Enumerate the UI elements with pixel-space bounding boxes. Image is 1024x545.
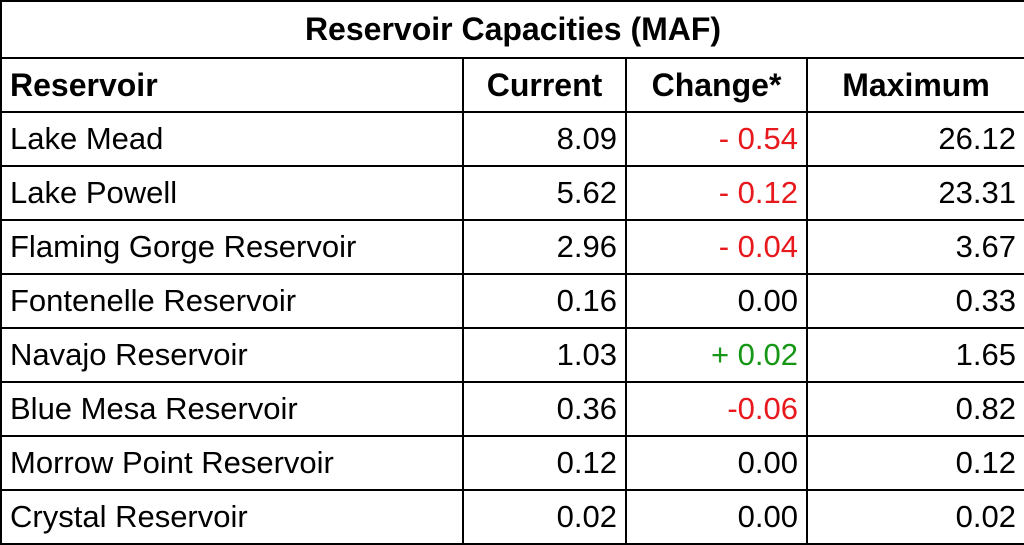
- reservoir-name: Lake Mead: [0, 111, 464, 167]
- change-value: - 0.04: [625, 219, 808, 275]
- change-value: - 0.12: [625, 165, 808, 221]
- current-value: 0.36: [462, 381, 627, 437]
- current-value: 2.96: [462, 219, 627, 275]
- reservoir-name: Navajo Reservoir: [0, 327, 464, 383]
- current-value: 8.09: [462, 111, 627, 167]
- header-change: Change*: [625, 57, 808, 113]
- change-value: 0.00: [625, 489, 808, 545]
- reservoir-name: Crystal Reservoir: [0, 489, 464, 545]
- header-maximum: Maximum: [806, 57, 1024, 113]
- header-current: Current: [462, 57, 627, 113]
- table-row: Crystal Reservoir 0.02 0.00 0.02: [0, 489, 1024, 545]
- current-value: 5.62: [462, 165, 627, 221]
- maximum-value: 23.31: [806, 165, 1024, 221]
- maximum-value: 0.82: [806, 381, 1024, 437]
- change-value: 0.00: [625, 273, 808, 329]
- change-value: + 0.02: [625, 327, 808, 383]
- title-row: Reservoir Capacities (MAF): [0, 0, 1024, 59]
- current-value: 0.16: [462, 273, 627, 329]
- table-row: Lake Powell 5.62 - 0.12 23.31: [0, 165, 1024, 221]
- table-row: Navajo Reservoir 1.03 + 0.02 1.65: [0, 327, 1024, 383]
- maximum-value: 26.12: [806, 111, 1024, 167]
- reservoir-name: Blue Mesa Reservoir: [0, 381, 464, 437]
- maximum-value: 0.12: [806, 435, 1024, 491]
- header-reservoir: Reservoir: [0, 57, 464, 113]
- reservoir-name: Fontenelle Reservoir: [0, 273, 464, 329]
- maximum-value: 0.02: [806, 489, 1024, 545]
- table-row: Fontenelle Reservoir 0.16 0.00 0.33: [0, 273, 1024, 329]
- table-row: Lake Mead 8.09 - 0.54 26.12: [0, 111, 1024, 167]
- reservoir-name: Lake Powell: [0, 165, 464, 221]
- current-value: 0.02: [462, 489, 627, 545]
- reservoir-name: Flaming Gorge Reservoir: [0, 219, 464, 275]
- maximum-value: 3.67: [806, 219, 1024, 275]
- change-value: 0.00: [625, 435, 808, 491]
- change-value: -0.06: [625, 381, 808, 437]
- table-row: Flaming Gorge Reservoir 2.96 - 0.04 3.67: [0, 219, 1024, 275]
- table-row: Blue Mesa Reservoir 0.36 -0.06 0.82: [0, 381, 1024, 437]
- header-row: Reservoir Current Change* Maximum: [0, 57, 1024, 113]
- table-title: Reservoir Capacities (MAF): [0, 0, 1024, 59]
- maximum-value: 0.33: [806, 273, 1024, 329]
- current-value: 1.03: [462, 327, 627, 383]
- current-value: 0.12: [462, 435, 627, 491]
- reservoir-name: Morrow Point Reservoir: [0, 435, 464, 491]
- change-value: - 0.54: [625, 111, 808, 167]
- maximum-value: 1.65: [806, 327, 1024, 383]
- table-row: Morrow Point Reservoir 0.12 0.00 0.12: [0, 435, 1024, 491]
